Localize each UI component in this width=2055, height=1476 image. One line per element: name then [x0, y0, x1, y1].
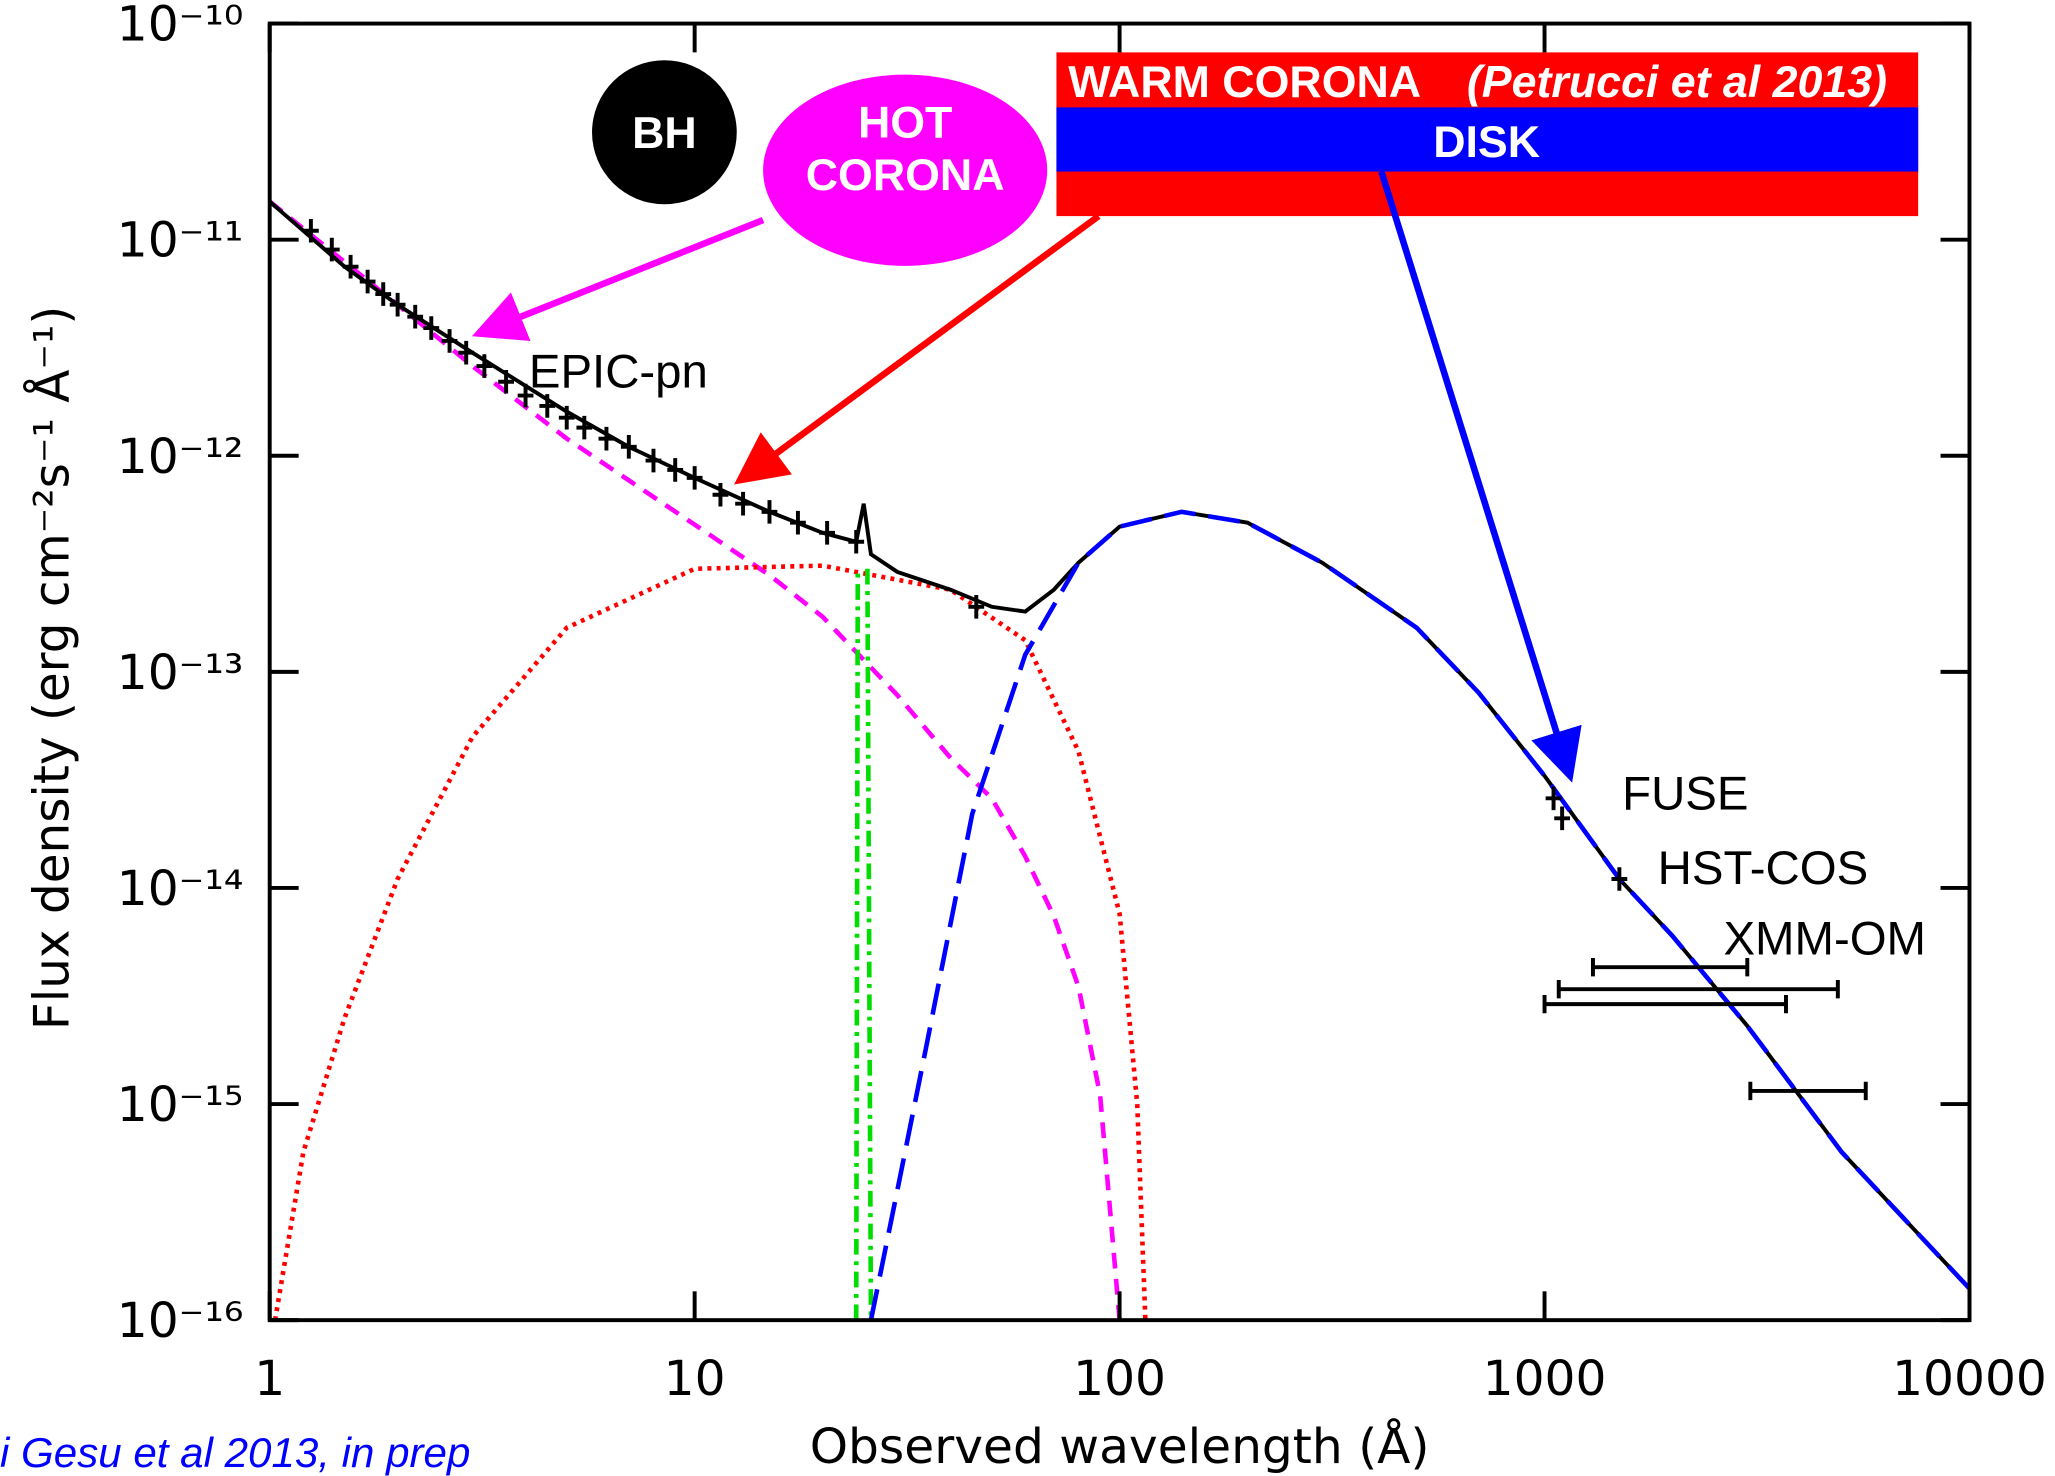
model-line [268, 199, 1122, 1321]
x-axis-label: Observed wavelength (Å) [810, 1418, 1430, 1475]
data-point [517, 383, 534, 408]
data-point [498, 369, 514, 394]
arrow [471, 216, 765, 342]
data-point [735, 491, 751, 516]
hot-corona-label: CORONA [806, 151, 1005, 200]
error-bar [1590, 957, 1750, 977]
data-point [458, 340, 475, 365]
data-point [645, 448, 662, 473]
data-point [1545, 786, 1562, 811]
data-point [620, 435, 637, 459]
data-point [712, 482, 729, 507]
x-tick-label: 100 [1073, 1351, 1166, 1407]
data-point [302, 218, 319, 243]
error-bar [1748, 1081, 1868, 1101]
data-point [539, 394, 556, 418]
data-point [389, 292, 406, 317]
x-tick-label: 1 [254, 1351, 285, 1407]
citation: (Petrucci et al 2013) [1467, 58, 1887, 107]
data-point [598, 426, 615, 451]
instrument-label: XMM-OM [1723, 913, 1926, 966]
data-point [558, 405, 575, 430]
data-point [441, 329, 458, 353]
data-point [476, 354, 493, 378]
data-point [423, 316, 440, 340]
disk-box [1056, 107, 1919, 172]
data-point [342, 254, 359, 279]
y-axis-label: Flux density (erg cm⁻²s⁻¹ Å⁻¹) [23, 306, 80, 1030]
arrow [734, 213, 1101, 485]
data-point [1611, 867, 1628, 891]
data-point [359, 269, 376, 294]
x-tick-label: 1000 [1483, 1351, 1607, 1407]
data-point [375, 282, 392, 306]
y-tick-label: 10⁻¹² [117, 429, 244, 485]
model-line [868, 509, 1972, 1321]
x-tick-label: 10000 [1892, 1351, 2047, 1407]
data-point [968, 595, 985, 619]
x-tick-label: 10 [664, 1351, 726, 1407]
y-tick-label: 10⁻¹¹ [117, 213, 244, 269]
data-point [576, 415, 593, 440]
bh-circle [592, 60, 737, 205]
data-point [761, 500, 778, 524]
data-point [323, 237, 340, 262]
data-point [819, 521, 836, 545]
y-tick-label: 10⁻¹³ [117, 645, 244, 701]
plot-area [268, 199, 1972, 1321]
y-tick-label: 10⁻¹⁰ [117, 0, 244, 53]
model-line [268, 200, 1971, 1290]
warm-corona-label: WARM CORONA [1068, 58, 1421, 107]
data-point [1554, 806, 1571, 831]
data-point [848, 529, 865, 554]
hot-corona-label: HOT [858, 99, 952, 148]
data-point [407, 304, 424, 329]
bh-label: BH [632, 109, 697, 158]
hot-corona [763, 74, 1048, 266]
instrument-label: EPIC-pn [529, 346, 708, 399]
data-point [686, 466, 703, 490]
data-point [667, 458, 684, 482]
disk-label: DISK [1433, 118, 1540, 167]
error-bar [1556, 980, 1840, 999]
model-line [272, 563, 1148, 1321]
y-tick-label: 10⁻¹⁴ [117, 861, 244, 917]
arrow [1378, 170, 1582, 783]
reference: i Gesu et al 2013, in prep [0, 1429, 470, 1476]
y-tick-label: 10⁻¹⁶ [117, 1293, 244, 1349]
plot-frame [267, 21, 1972, 1323]
y-tick-label: 10⁻¹⁵ [117, 1077, 244, 1133]
model-line [853, 568, 874, 1321]
error-bar [1542, 994, 1788, 1014]
data-point [790, 510, 806, 535]
instrument-label: FUSE [1622, 767, 1748, 820]
instrument-label: HST-COS [1658, 842, 1869, 895]
